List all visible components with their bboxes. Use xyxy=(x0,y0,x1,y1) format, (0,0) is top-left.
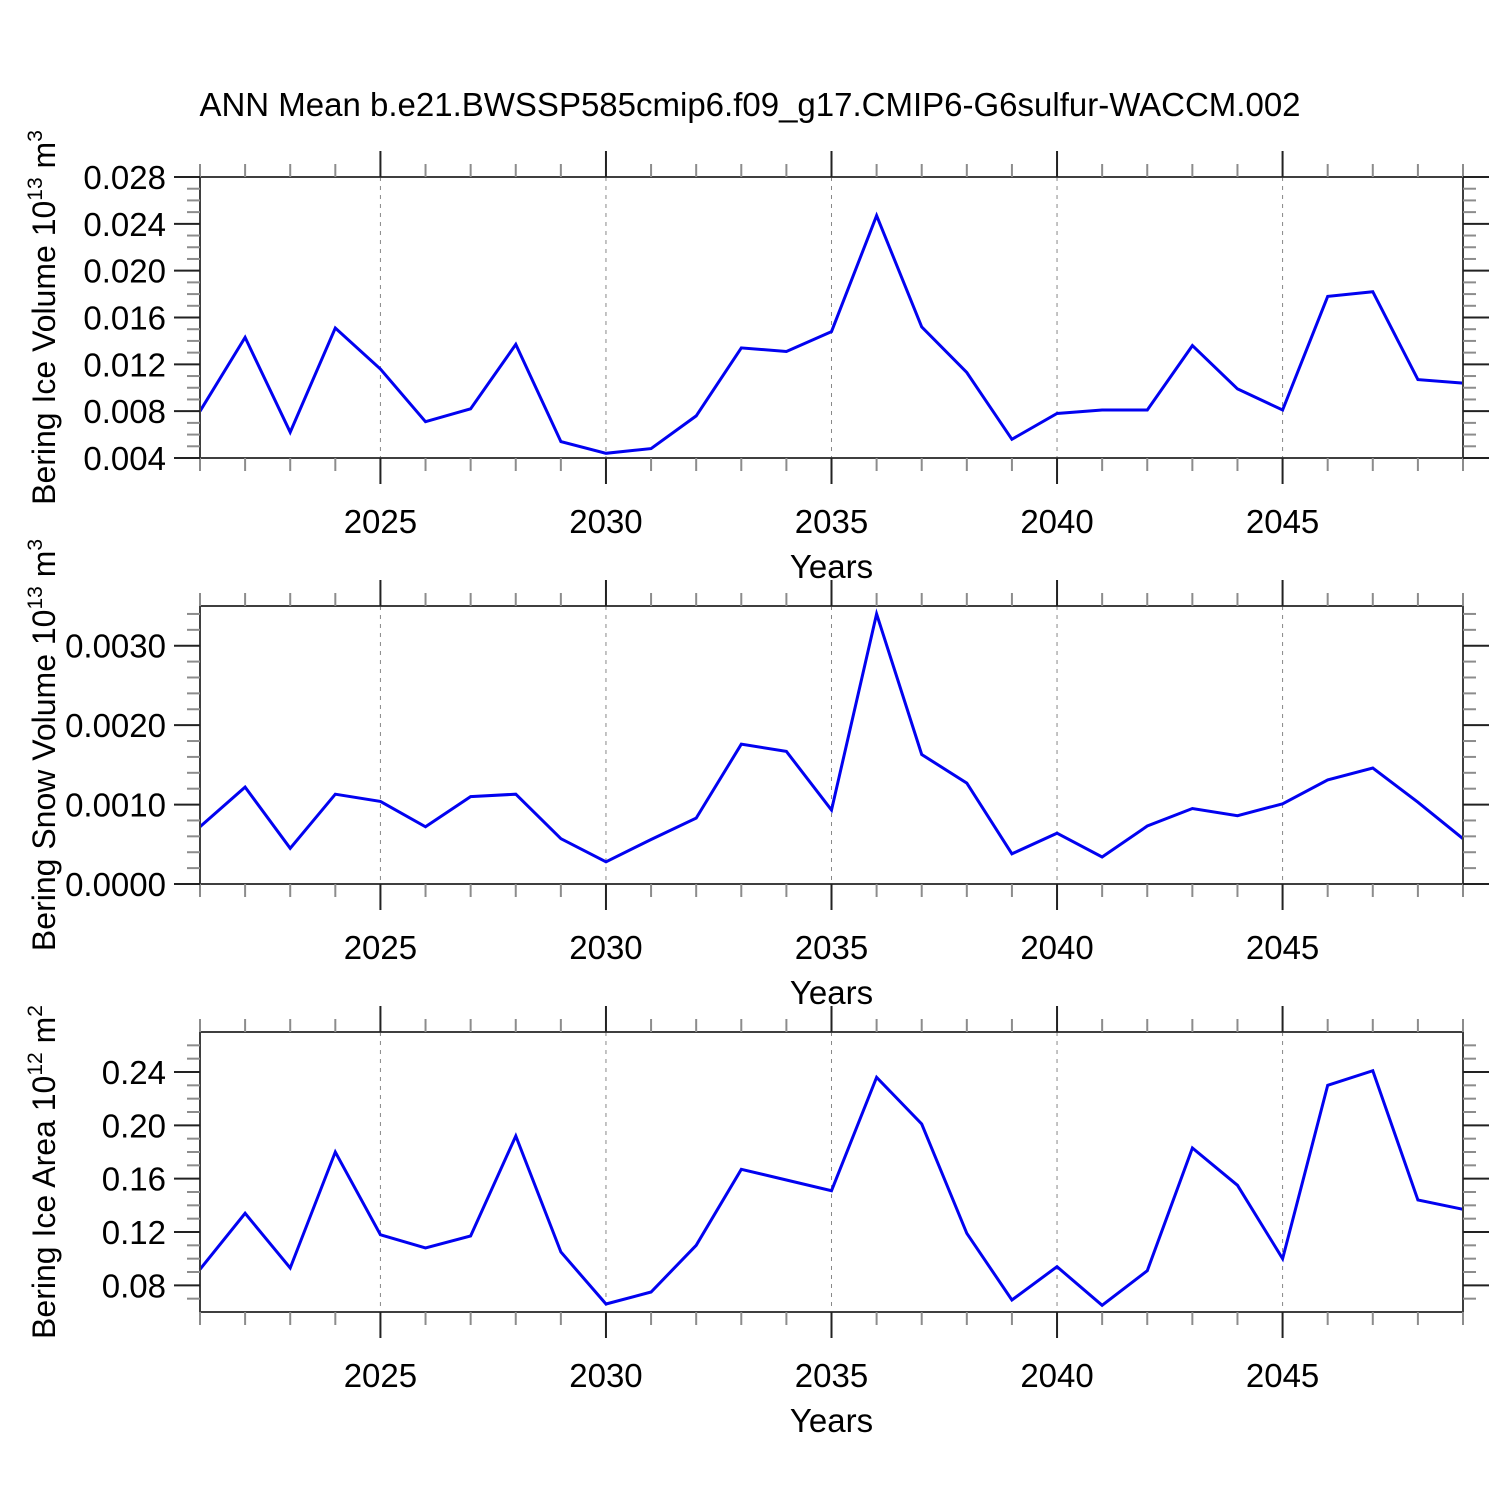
y-tick-label: 0.024 xyxy=(83,206,166,243)
x-tick-label: 2040 xyxy=(1020,929,1093,966)
x-tick-label: 2025 xyxy=(344,929,417,966)
y-tick-label: 0.008 xyxy=(83,393,166,430)
x-tick-label: 2035 xyxy=(795,929,868,966)
y-axis-title-bering-ice-volume: Bering Ice Volume 1013 m3 xyxy=(24,130,62,505)
x-tick-label: 2025 xyxy=(344,503,417,540)
x-axis-title: Years xyxy=(790,548,873,585)
y-tick-label: 0.016 xyxy=(83,300,166,337)
y-tick-label: 0.012 xyxy=(83,346,166,383)
y-tick-label: 0.08 xyxy=(102,1267,166,1304)
x-tick-label: 2040 xyxy=(1020,503,1093,540)
y-tick-label: 0.020 xyxy=(83,253,166,290)
x-tick-label: 2040 xyxy=(1020,1357,1093,1394)
x-tick-label: 2045 xyxy=(1246,1357,1319,1394)
x-tick-label: 2030 xyxy=(569,1357,642,1394)
x-axis-title: Years xyxy=(790,1402,873,1439)
y-tick-label: 0.24 xyxy=(102,1054,166,1091)
y-tick-label: 0.20 xyxy=(102,1107,166,1144)
x-tick-label: 2025 xyxy=(344,1357,417,1394)
y-axis-title-bering-ice-area: Bering Ice Area 1012 m2 xyxy=(24,1005,62,1339)
panel-frame xyxy=(199,176,1464,459)
x-tick-label: 2035 xyxy=(795,503,868,540)
y-tick-label: 0.0000 xyxy=(65,866,166,903)
x-axis-title: Years xyxy=(790,974,873,1011)
y-tick-label: 0.0010 xyxy=(65,787,166,824)
y-tick-label: 0.12 xyxy=(102,1214,166,1251)
x-tick-label: 2045 xyxy=(1246,503,1319,540)
x-tick-label: 2030 xyxy=(569,929,642,966)
y-tick-label: 0.16 xyxy=(102,1161,166,1198)
page-title: ANN Mean b.e21.BWSSP585cmip6.f09_g17.CMI… xyxy=(199,86,1301,123)
y-tick-label: 0.028 xyxy=(83,159,166,196)
x-tick-label: 2030 xyxy=(569,503,642,540)
series-line-bering-snow-volume xyxy=(199,608,1464,864)
series-line-bering-ice-volume xyxy=(198,211,1464,455)
panel-bering-snow-volume: 2025 2030 2035 2040 2045 0.0000 0.0010 0.0020 0.… xyxy=(24,539,1489,1011)
x-tick-label: 2035 xyxy=(795,1357,868,1394)
y-axis-title-bering-snow-volume: Bering Snow Volume 1013 m3 xyxy=(24,539,62,951)
y-tick-label: 0.0030 xyxy=(65,628,166,665)
y-tick-label: 0.0020 xyxy=(65,707,166,744)
panel-bering-ice-volume: 2025 2030 2035 2040 2045 0.004 0.008 0.012 0.016… xyxy=(24,130,1489,585)
series-line-bering-ice-area xyxy=(198,1068,1464,1308)
x-tick-label: 2045 xyxy=(1246,929,1319,966)
y-tick-label: 0.004 xyxy=(83,440,166,477)
panel-bering-ice-area: 2025 2030 2035 2040 2045 0.08 0.12 0.16 0.20 0.24… xyxy=(24,1005,1489,1439)
